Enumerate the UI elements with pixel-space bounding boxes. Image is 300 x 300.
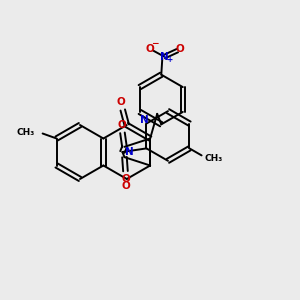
Text: O: O bbox=[116, 97, 125, 107]
Text: O: O bbox=[121, 174, 130, 184]
Text: −: − bbox=[151, 39, 158, 48]
Text: N: N bbox=[140, 115, 149, 124]
Text: O: O bbox=[176, 44, 185, 54]
Text: O: O bbox=[122, 181, 130, 191]
Text: +: + bbox=[166, 55, 172, 64]
Text: CH₃: CH₃ bbox=[16, 128, 34, 137]
Text: N: N bbox=[125, 147, 134, 157]
Text: N: N bbox=[160, 52, 169, 62]
Text: CH₃: CH₃ bbox=[205, 154, 223, 163]
Text: O: O bbox=[146, 44, 155, 54]
Text: O: O bbox=[117, 120, 126, 130]
